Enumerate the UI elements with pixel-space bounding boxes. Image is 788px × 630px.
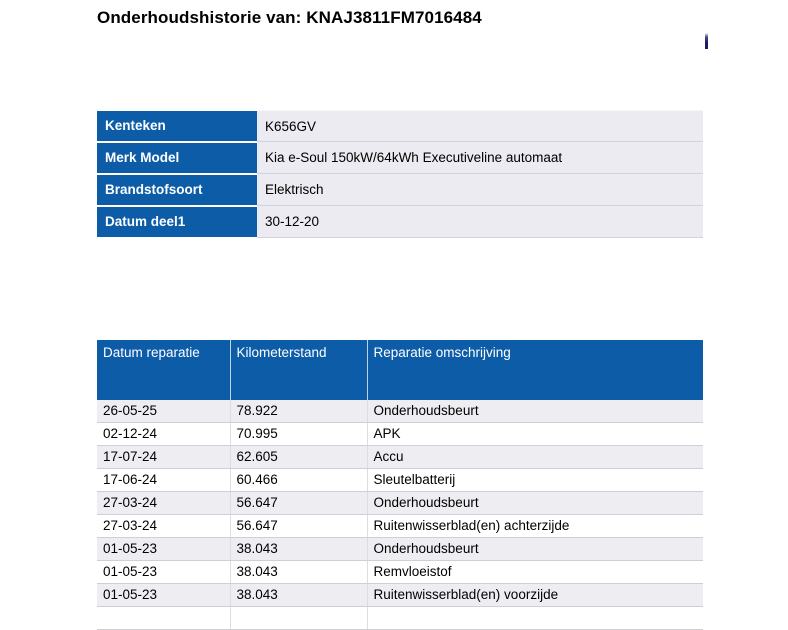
cell-mileage: 62.605 <box>230 445 368 469</box>
vehicle-details-body: Kenteken K656GV Merk Model Kia e-Soul 15… <box>97 110 703 239</box>
cell-date: 01-05-23 <box>97 537 231 561</box>
cell-date: 17-07-24 <box>97 445 231 469</box>
cell-mileage <box>230 606 368 630</box>
cell-description: Onderhoudsbeurt <box>367 491 703 515</box>
table-row: Brandstofsoort Elektrisch <box>97 173 703 207</box>
vehicle-detail-value: 30-12-20 <box>257 205 703 238</box>
cell-mileage: 70.995 <box>230 422 368 446</box>
table-row: Merk Model Kia e-Soul 150kW/64kWh Execut… <box>97 141 703 175</box>
cell-description: Sleutelbatterij <box>367 468 703 492</box>
table-row-partial <box>97 606 703 630</box>
cell-mileage: 38.043 <box>230 537 368 561</box>
table-row: Kenteken K656GV <box>97 110 703 143</box>
cell-mileage: 38.043 <box>230 560 368 584</box>
table-row: 02-12-24 70.995 APK <box>97 422 703 446</box>
document-page: Onderhoudshistorie van: KNAJ3811FM701648… <box>97 8 708 630</box>
cell-mileage: 56.647 <box>230 514 368 538</box>
table-row: 01-05-23 38.043 Onderhoudsbeurt <box>97 537 703 561</box>
page-title: Onderhoudshistorie van: KNAJ3811FM701648… <box>97 8 482 27</box>
cell-description: Accu <box>367 445 703 469</box>
table-row: 17-07-24 62.605 Accu <box>97 445 703 469</box>
vehicle-detail-label: Brandstofsoort <box>97 173 257 207</box>
cell-description: Remvloeistof <box>367 560 703 584</box>
table-row: 17-06-24 60.466 Sleutelbatterij <box>97 468 703 492</box>
cell-description: Onderhoudsbeurt <box>367 400 703 423</box>
table-row: Datum deel1 30-12-20 <box>97 205 703 239</box>
vehicle-detail-label: Kenteken <box>97 110 257 143</box>
table-row: 27-03-24 56.647 Onderhoudsbeurt <box>97 491 703 515</box>
cell-date: 01-05-23 <box>97 583 231 607</box>
cell-date: 26-05-25 <box>97 400 231 423</box>
cell-description: Ruitenwisserblad(en) voorzijde <box>367 583 703 607</box>
cell-mileage: 78.922 <box>230 400 368 423</box>
navy-tick-mark-icon <box>705 33 708 49</box>
cell-date: 27-03-24 <box>97 514 231 538</box>
column-header-description[interactable]: Reparatie omschrijving <box>367 340 703 400</box>
table-row: 01-05-23 38.043 Remvloeistof <box>97 560 703 584</box>
table-header-row: Datum reparatie Kilometerstand Reparatie… <box>97 340 703 400</box>
cell-description: Ruitenwisserblad(en) achterzijde <box>367 514 703 538</box>
cell-description: Onderhoudsbeurt <box>367 537 703 561</box>
cell-mileage: 56.647 <box>230 491 368 515</box>
vehicle-detail-value: Kia e-Soul 150kW/64kWh Executiveline aut… <box>257 141 703 174</box>
column-header-date[interactable]: Datum reparatie <box>97 340 231 400</box>
cell-description <box>367 606 703 630</box>
table-row: 01-05-23 38.043 Ruitenwisserblad(en) voo… <box>97 583 703 607</box>
table-row: 26-05-25 78.922 Onderhoudsbeurt <box>97 400 703 423</box>
cell-date: 02-12-24 <box>97 422 231 446</box>
cell-description: APK <box>367 422 703 446</box>
maintenance-history-table: Datum reparatie Kilometerstand Reparatie… <box>97 340 703 630</box>
maintenance-history-header: Datum reparatie Kilometerstand Reparatie… <box>97 340 703 400</box>
cell-date: 27-03-24 <box>97 491 231 515</box>
table-row: 27-03-24 56.647 Ruitenwisserblad(en) ach… <box>97 514 703 538</box>
vehicle-detail-label: Datum deel1 <box>97 205 257 239</box>
vehicle-details-table: Kenteken K656GV Merk Model Kia e-Soul 15… <box>97 110 703 239</box>
column-header-mileage[interactable]: Kilometerstand <box>230 340 368 400</box>
vehicle-detail-label: Merk Model <box>97 141 257 175</box>
vehicle-detail-value: Elektrisch <box>257 173 703 206</box>
cell-date: 17-06-24 <box>97 468 231 492</box>
maintenance-history-body: 26-05-25 78.922 Onderhoudsbeurt 02-12-24… <box>97 400 703 630</box>
cell-mileage: 38.043 <box>230 583 368 607</box>
vehicle-detail-value: K656GV <box>257 110 703 142</box>
cell-mileage: 60.466 <box>230 468 368 492</box>
cell-date <box>97 606 231 630</box>
cell-date: 01-05-23 <box>97 560 231 584</box>
